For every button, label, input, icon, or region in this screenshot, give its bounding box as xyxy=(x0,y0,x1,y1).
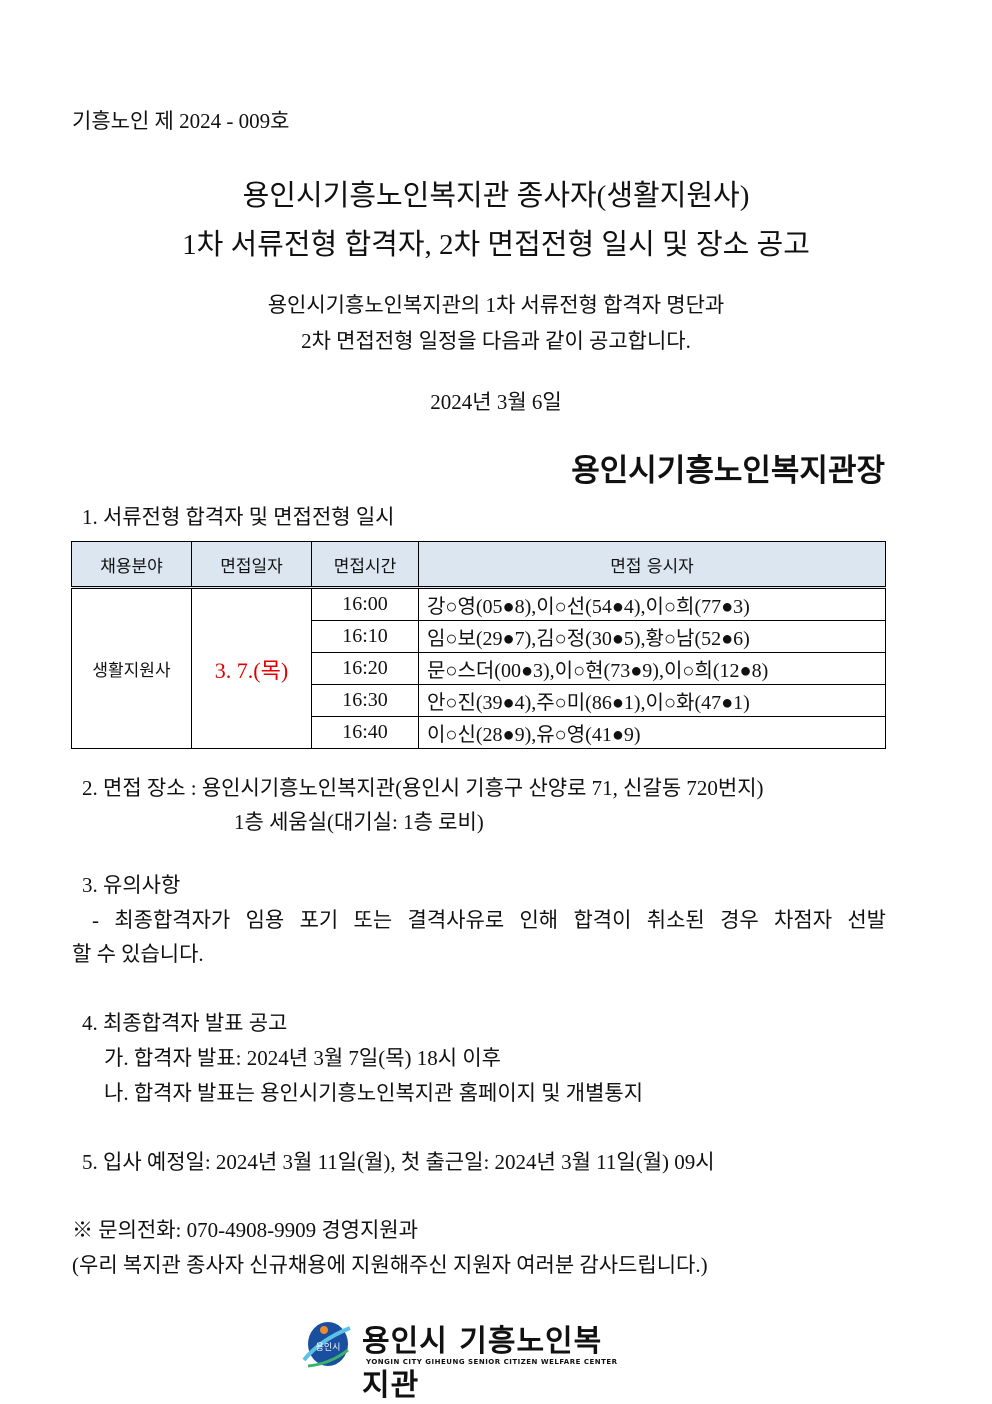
title-line-1: 용인시기흥노인복지관 종사자(생활지원사) xyxy=(242,180,750,212)
table-row: 생활지원사 3. 7.(목) 16:00 강○영(05●8),이○선(54●4)… xyxy=(71,587,886,749)
table-row: 16:30 안○진(39●4),주○미(86●1),이○화(47●1) xyxy=(72,684,886,717)
section-3-note-line-2: 할 수 있습니다. xyxy=(72,942,204,966)
field-cell: 생활지원사 xyxy=(71,587,192,749)
table-row: 16:20 문○스더(00●3),이○현(73●9),이○희(12●8) xyxy=(72,652,886,685)
header-time: 면접시간 xyxy=(311,541,419,589)
time-cell: 16:00 xyxy=(311,587,419,621)
section-1-heading: 1. 서류전형 합격자 및 면접전형 일시 xyxy=(82,505,395,529)
notice-date: 2024년 3월 6일 xyxy=(430,390,562,414)
logo-english-name: YONGIN CITY GIHEUNG SENIOR CITIZEN WELFA… xyxy=(366,1358,618,1366)
section-5-start-date: 5. 입사 예정일: 2024년 3월 11일(월), 첫 출근일: 2024년… xyxy=(82,1150,715,1174)
table-header-row: 채용분야 면접일자 면접시간 면접 응시자 xyxy=(71,541,886,589)
time-cell: 16:30 xyxy=(311,684,419,717)
intro-line-1: 용인시기흥노인복지관의 1차 서류전형 합격자 명단과 xyxy=(267,293,725,317)
applicants-cell: 임○보(29●7),김○정(30●5),황○남(52●6) xyxy=(418,620,886,653)
interview-schedule-table: 채용분야 면접일자 면접시간 면접 응시자 생활지원사 3. 7.(목) 16:… xyxy=(71,541,886,749)
signer: 용인시기흥노인복지관장 xyxy=(571,453,885,489)
intro-line-2: 2차 면접전형 일정을 다음과 같이 공고합니다. xyxy=(301,329,691,353)
title-line-2: 1차 서류전형 합격자, 2차 면접전형 일시 및 장소 공고 xyxy=(182,229,810,261)
time-cell: 16:10 xyxy=(311,620,419,653)
table-row: 16:10 임○보(29●7),김○정(30●5),황○남(52●6) xyxy=(72,620,886,653)
header-date: 면접일자 xyxy=(191,541,312,589)
time-cell: 16:20 xyxy=(311,652,419,685)
interview-date-cell: 3. 7.(목) xyxy=(191,587,312,749)
document-number: 기흥노인 제 2024 - 009호 xyxy=(72,109,290,133)
time-cell: 16:40 xyxy=(311,716,419,749)
table-row: 16:40 이○신(28●9),유○영(41●9) xyxy=(72,716,886,749)
header-applicants: 면접 응시자 xyxy=(418,541,886,589)
section-4-item-b: 나. 합격자 발표는 용인시기흥노인복지관 홈페이지 및 개별통지 xyxy=(104,1081,644,1105)
thanks-note: (우리 복지관 종사자 신규채용에 지원해주신 지원자 여러분 감사드립니다.) xyxy=(72,1253,708,1277)
welfare-center-logo: 용인시 용인시 기흥노인복지관 YONGIN CITY GIHEUNG SENI… xyxy=(300,1316,620,1403)
section-2-room: 1층 세움실(대기실: 1층 로비) xyxy=(234,810,484,834)
logo-emblem-icon: 용인시 xyxy=(302,1322,351,1368)
section-2-location: 2. 면접 장소 : 용인시기흥노인복지관(용인시 기흥구 산양로 71, 신갈… xyxy=(82,776,764,800)
logo-korean-name: 용인시 기흥노인복지관 xyxy=(362,1324,603,1403)
applicants-cell: 이○신(28●9),유○영(41●9) xyxy=(418,716,886,749)
contact-phone: ※ 문의전화: 070-4908-9909 경영지원과 xyxy=(72,1218,418,1242)
section-3-heading: 3. 유의사항 xyxy=(82,873,181,897)
section-4-item-a: 가. 합격자 발표: 2024년 3월 7일(목) 18시 이후 xyxy=(104,1046,501,1070)
applicants-cell: 안○진(39●4),주○미(86●1),이○화(47●1) xyxy=(418,684,886,717)
applicants-cell: 문○스더(00●3),이○현(73●9),이○희(12●8) xyxy=(418,652,886,685)
section-3-note-line-1: - 최종합격자가 임용 포기 또는 결격사유로 인해 합격이 취소된 경우 차점… xyxy=(92,908,886,932)
header-field: 채용분야 xyxy=(71,541,192,589)
section-4-heading: 4. 최종합격자 발표 공고 xyxy=(82,1011,288,1035)
applicants-cell: 강○영(05●8),이○선(54●4),이○희(77●3) xyxy=(418,587,886,621)
svg-text:용인시: 용인시 xyxy=(316,1342,341,1353)
